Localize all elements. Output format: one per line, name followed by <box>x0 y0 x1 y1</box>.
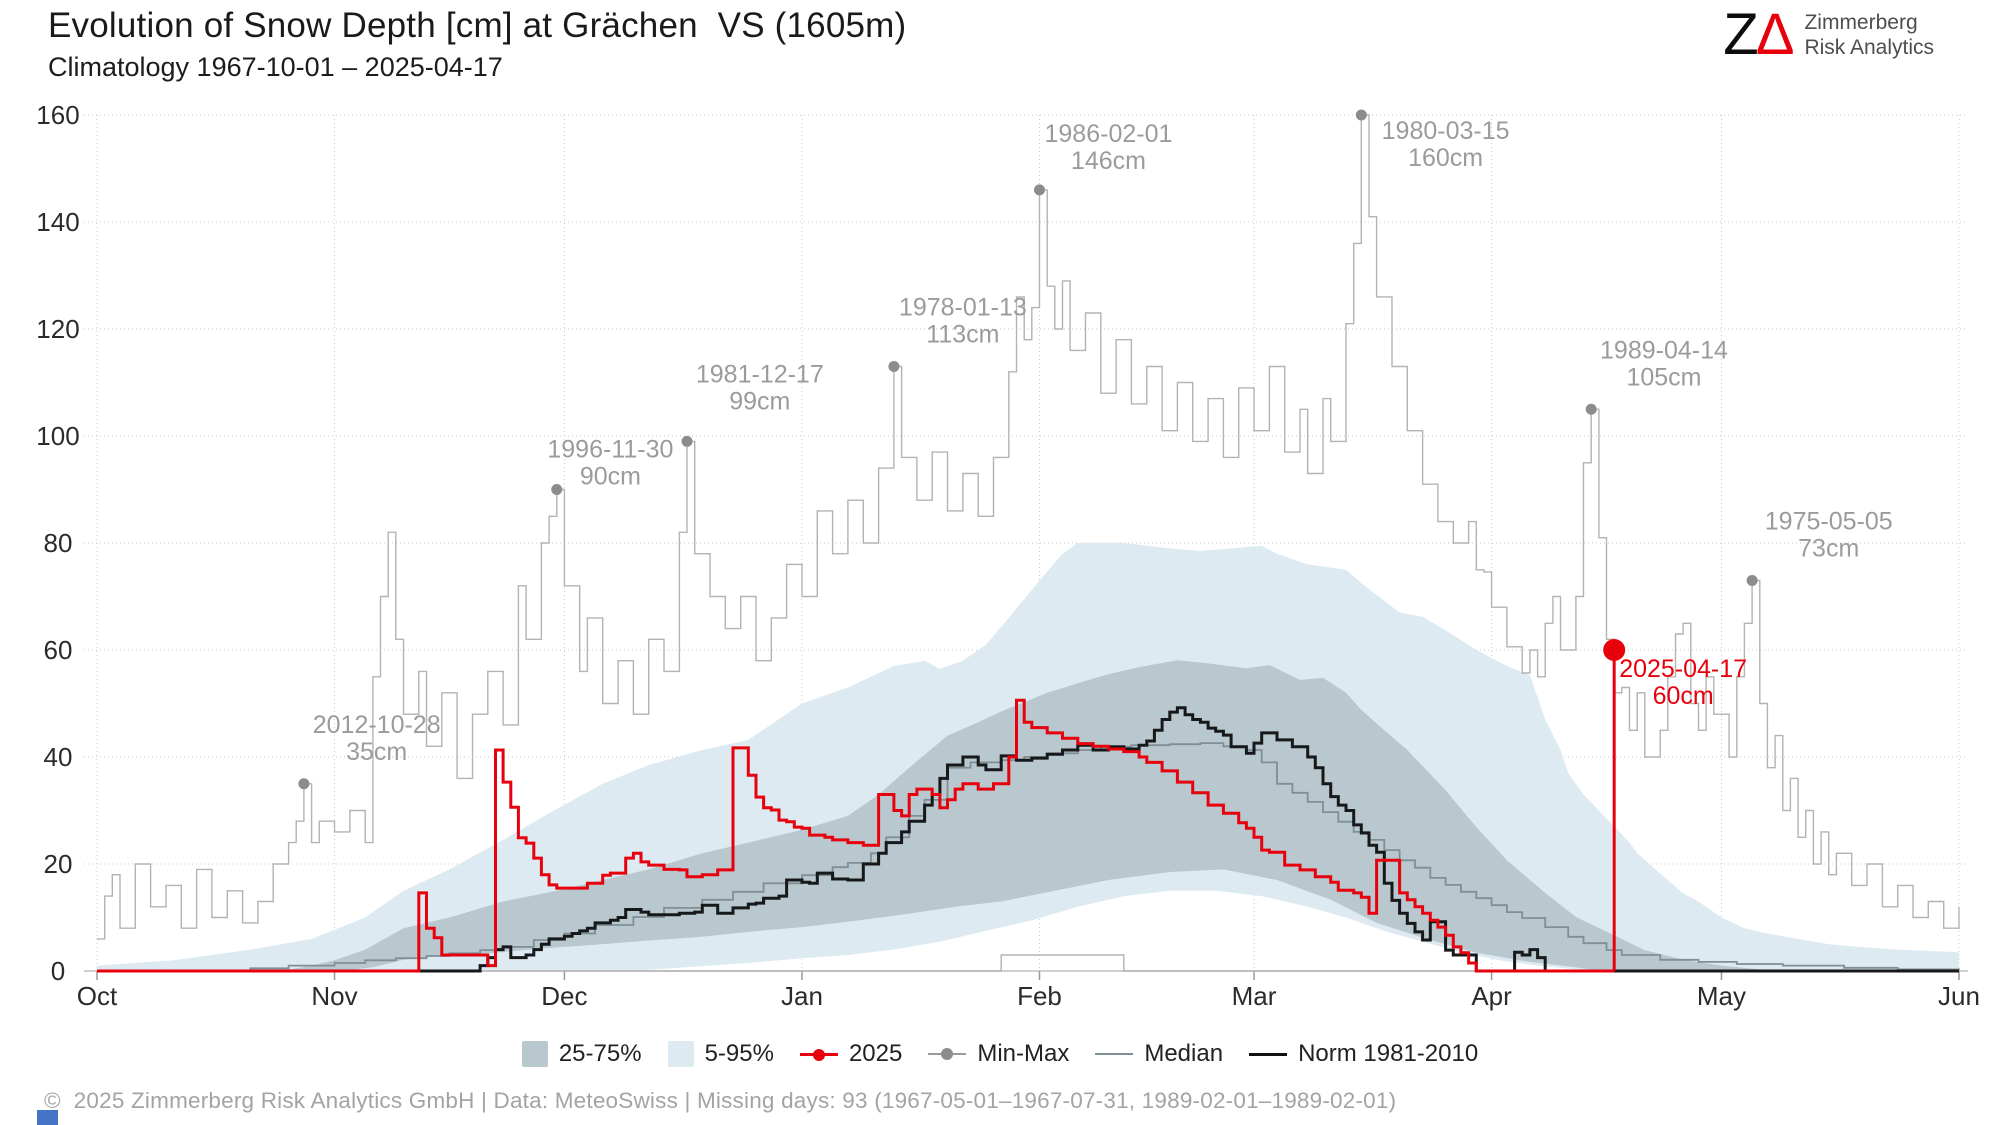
annotation-value-label: 113cm <box>926 321 999 349</box>
x-axis-month-label: Dec <box>541 981 587 1011</box>
logo-wordmark: Zimmerberg Risk Analytics <box>1804 10 1934 60</box>
annotation-date-label: 1989-04-14 <box>1600 336 1728 364</box>
logo-name-line2: Risk Analytics <box>1804 36 1934 59</box>
annotation-date-label: 2012-10-28 <box>313 711 441 739</box>
annotation-value-label: 35cm <box>346 738 407 766</box>
annotation-value-label: 160cm <box>1408 144 1483 172</box>
x-axis-month-label: Jun <box>1938 981 1980 1011</box>
logo-name-line1: Zimmerberg <box>1804 11 1918 34</box>
x-axis-month-label: May <box>1697 981 1746 1011</box>
legend-label: 2025 <box>848 1040 903 1067</box>
legend-label: Norm 1981-2010 <box>1298 1040 1479 1067</box>
annotation-peak-dot <box>888 360 900 372</box>
x-axis-month-label: Feb <box>1017 981 1062 1011</box>
x-axis-month-label: Apr <box>1471 981 1512 1011</box>
norm-line <box>97 706 1959 973</box>
y-axis-tick-label: 160 <box>36 100 79 130</box>
x-axis-month-label: Jan <box>781 981 823 1011</box>
legend-label: Median <box>1144 1040 1224 1067</box>
annotation-date-label: 1978-01-13 <box>899 294 1027 322</box>
gray-line-dot-swatch-icon <box>928 1048 967 1060</box>
annotation-date-label: 1980-03-15 <box>1382 117 1510 145</box>
annotation-value-label: 105cm <box>1626 363 1701 391</box>
median-line-swatch-icon <box>1095 1053 1134 1055</box>
copyright-footer: © 2025 Zimmerberg Risk Analytics GmbH | … <box>44 1088 1397 1113</box>
annotation-date-label: 1986-02-01 <box>1045 120 1173 148</box>
annotation-value-label: 99cm <box>729 388 790 416</box>
annotation-value-label: 90cm <box>580 462 641 490</box>
annotation-date-label: 2025-04-17 <box>1619 655 1747 683</box>
logo-delta-glyph: Δ <box>1755 2 1795 67</box>
legend-item-5-95: 5-95% <box>667 1040 774 1068</box>
annotation-value-label: 146cm <box>1071 147 1146 175</box>
y-axis-tick-label: 40 <box>44 742 73 772</box>
legend-label: 25-75% <box>558 1040 642 1067</box>
annotation-peak-dot <box>1585 403 1597 415</box>
logo-monogram-icon: Z Δ <box>1723 6 1794 64</box>
band-light-swatch-icon <box>667 1041 694 1067</box>
y-axis-tick-label: 0 <box>51 956 65 986</box>
band-25-75 <box>97 660 1959 971</box>
chart-legend: 25-75% 5-95% 2025 Min-Max Median Norm 19… <box>0 1040 2000 1068</box>
annotation-peak-dot <box>298 778 310 790</box>
current-value-dot <box>1603 639 1626 661</box>
annotation-peak-dot <box>1033 184 1045 196</box>
annotation-date-label: 1981-12-17 <box>696 361 824 389</box>
legend-label: 5-95% <box>704 1040 774 1067</box>
y-axis-tick-label: 100 <box>36 421 79 451</box>
y-axis-tick-label: 120 <box>36 314 79 344</box>
legend-item-minmax: Min-Max <box>928 1040 1069 1068</box>
annotation-date-label: 1975-05-05 <box>1765 508 1893 536</box>
legend-item-2025: 2025 <box>799 1040 903 1068</box>
annotation-peak-dot <box>681 435 693 447</box>
x-axis-month-label: Nov <box>311 981 357 1011</box>
y-axis-tick-label: 140 <box>36 207 79 237</box>
x-axis-month-label: Oct <box>77 981 118 1011</box>
annotation-value-label: 73cm <box>1798 535 1859 563</box>
page-title: Evolution of Snow Depth [cm] at Grächen … <box>48 6 907 45</box>
annotation-peak-dot <box>1355 109 1367 121</box>
page-subtitle: Climatology 1967-10-01 – 2025-04-17 <box>48 52 503 82</box>
legend-label: Min-Max <box>977 1040 1070 1067</box>
legend-item-median: Median <box>1095 1040 1223 1068</box>
y-axis-tick-label: 80 <box>44 528 73 558</box>
annotation-peak-dot <box>551 484 563 495</box>
footer-blue-chip <box>37 1110 58 1125</box>
logo-z-glyph: Z <box>1723 2 1758 67</box>
norm-line-swatch-icon <box>1249 1052 1288 1056</box>
zimmerberg-logo: Z Δ Zimmerberg Risk Analytics <box>1723 6 1934 64</box>
max-line <box>97 114 1960 940</box>
band-dark-swatch-icon <box>521 1041 548 1067</box>
min-line <box>97 954 1959 972</box>
red-line-swatch-icon <box>799 1048 838 1061</box>
annotation-date-label: 1996-11-30 <box>547 435 673 463</box>
x-axis-month-label: Mar <box>1232 981 1277 1011</box>
annotation-peak-dot <box>1746 574 1758 586</box>
line-2025 <box>97 698 1615 973</box>
legend-item-norm: Norm 1981-2010 <box>1249 1040 1478 1068</box>
annotation-value-label: 60cm <box>1653 682 1714 710</box>
y-axis-tick-label: 60 <box>44 635 73 665</box>
legend-item-25-75: 25-75% <box>521 1040 642 1068</box>
y-axis-tick-label: 20 <box>44 849 73 879</box>
